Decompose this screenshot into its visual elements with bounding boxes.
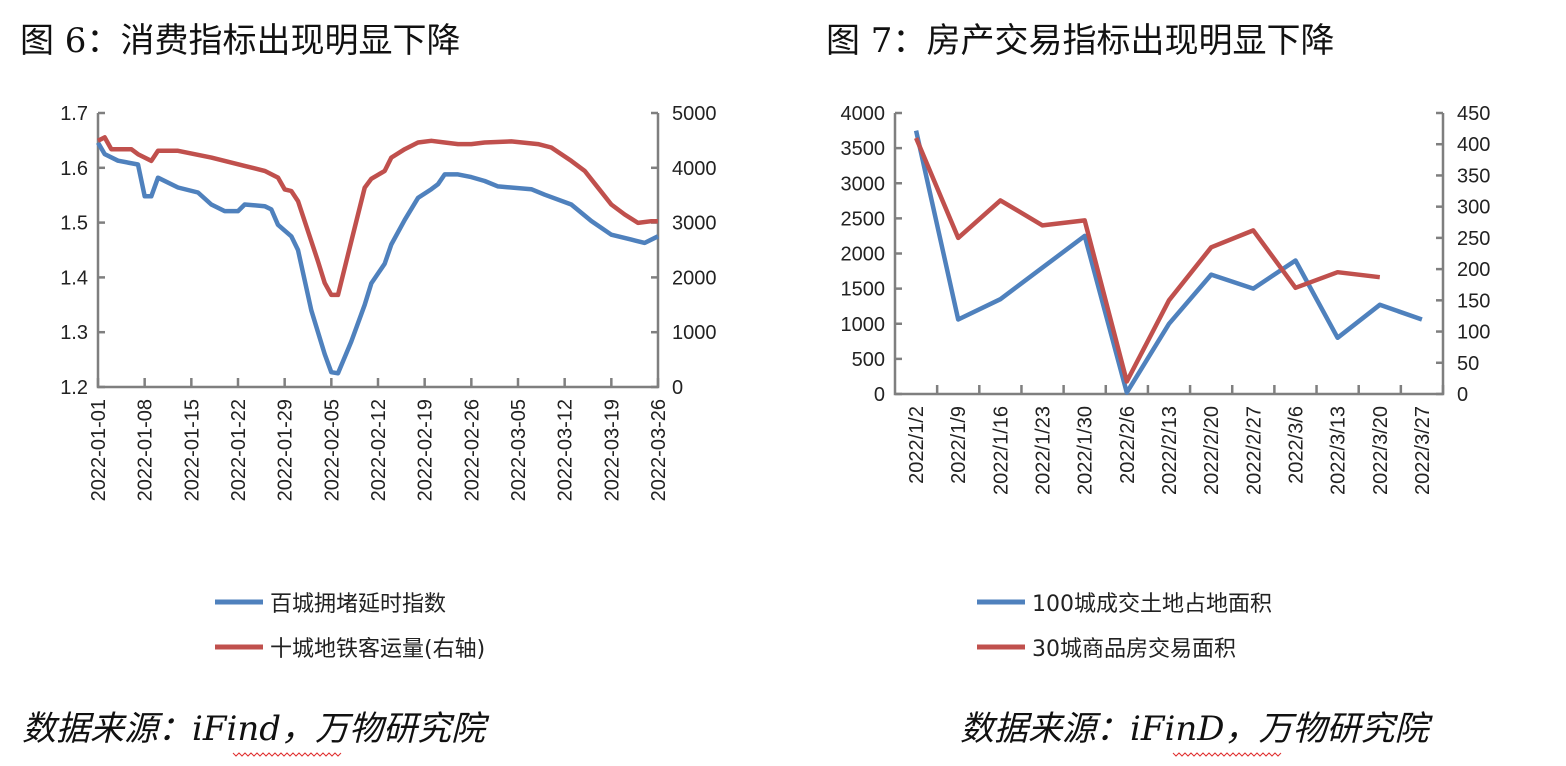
x-tick-label: 2022/3/20	[1370, 406, 1392, 495]
legend-label: 百城拥堵延时指数	[270, 592, 446, 617]
source-note: 数据来源：iFinD，万物研究院	[960, 709, 1433, 749]
y-left-tick-label: 3500	[841, 138, 886, 160]
x-tick-label: 2022-02-19	[415, 399, 437, 501]
y-right-tick-label: 450	[1457, 103, 1490, 125]
legend-label: 100城成交土地占地面积	[1032, 592, 1272, 617]
y-right-tick-label: 400	[1457, 134, 1490, 156]
x-tick-label: 2022-03-05	[508, 399, 530, 501]
y-left-tick-label: 0	[874, 384, 885, 406]
y-left-tick-label: 3000	[841, 173, 886, 195]
y-right-tick-label: 0	[1457, 384, 1468, 406]
chart-7-title: 图 7：房产交易指标出现明显下降	[826, 21, 1334, 61]
y-right-tick-label: 150	[1457, 290, 1490, 312]
chart-6: 1.2 1.3 1.4 1.5 1.6 1.7 0 1000 2000 3000 4000 5000 2…	[60, 103, 716, 662]
x-tick-label: 2022/1/16	[990, 406, 1012, 495]
y-left-tick-label: 4000	[841, 103, 886, 125]
y-right-tick-label: 1000	[672, 322, 717, 344]
legend-label: 十城地铁客运量(右轴)	[270, 637, 485, 662]
x-tick-label: 2022-02-12	[368, 399, 390, 501]
series-line-1	[913, 130, 1423, 395]
spellcheck-underline	[232, 752, 342, 757]
y-right-tick-label: 200	[1457, 259, 1490, 281]
y-left-tick-label: 1.6	[60, 158, 88, 180]
x-tick-label: 2022/1/2	[906, 406, 928, 484]
x-tick-label: 2022-02-05	[321, 399, 343, 501]
x-tick-label: 2022-02-26	[461, 399, 483, 501]
x-tick-label: 2022-01-22	[228, 399, 250, 501]
x-tick-label: 2022/2/6	[1117, 406, 1139, 484]
x-tick-label: 2022/2/20	[1201, 406, 1223, 495]
axis-frame	[96, 113, 660, 389]
y-left-tick-label: 1.3	[60, 322, 88, 344]
spellcheck-underline	[1172, 752, 1282, 757]
y-right-tick-label: 5000	[672, 103, 717, 125]
y-left-tick-label: 500	[852, 349, 885, 371]
x-tick-label: 2022-01-01	[88, 399, 110, 501]
chart-7-source: 数据来源：iFinD，万物研究院	[960, 709, 1433, 757]
x-tick-label: 2022-03-19	[601, 399, 623, 501]
x-tick-label: 2022-03-12	[555, 399, 577, 501]
legend-label: 30城商品房交易面积	[1032, 637, 1236, 662]
y-right-tick-label: 100	[1457, 322, 1490, 344]
y-right-tick-label: 50	[1457, 353, 1479, 375]
x-tick-label: 2022-01-29	[275, 399, 297, 501]
series-line-1	[96, 141, 660, 376]
y-left-tick-label: 1.7	[60, 103, 88, 125]
y-right-tick-label: 250	[1457, 228, 1490, 250]
chart-7: 0 500 1000 1500 2000 2500 3000 3500 4000 0 50 100 15…	[841, 103, 1491, 662]
y-left-tick-label: 1.2	[60, 377, 88, 399]
chart-6-title: 图 6：消费指标出现明显下降	[20, 21, 460, 61]
chart-6-source: 数据来源：iFind，万物研究院	[22, 709, 490, 757]
y-right-tick-label: 0	[672, 377, 683, 399]
y-left-tick-label: 1500	[841, 279, 886, 301]
x-tick-label: 2022/3/27	[1412, 406, 1434, 495]
y-left-tick-label: 1.4	[60, 267, 88, 289]
y-left-tick-label: 2000	[841, 244, 886, 266]
x-tick-label: 2022-01-08	[135, 399, 157, 501]
x-tick-label: 2022-03-26	[648, 399, 670, 501]
series-line-2	[914, 137, 1381, 384]
y-right-tick-label: 350	[1457, 165, 1490, 187]
series-line-2	[96, 135, 658, 298]
y-left-tick-label: 2500	[841, 208, 886, 230]
source-note: 数据来源：iFind，万物研究院	[22, 709, 490, 749]
y-left-tick-label: 1000	[841, 314, 886, 336]
y-left-tick-label: 1.5	[60, 213, 88, 235]
x-tick-label: 2022/2/27	[1243, 406, 1265, 495]
x-tick-label: 2022/1/23	[1033, 406, 1055, 495]
x-tick-label: 2022/1/30	[1075, 406, 1097, 495]
x-tick-label: 2022/3/13	[1328, 406, 1350, 495]
axis-frame	[893, 113, 1445, 396]
y-right-tick-label: 300	[1457, 197, 1490, 219]
x-tick-label: 2022-01-15	[181, 399, 203, 501]
y-right-tick-label: 4000	[672, 158, 717, 180]
y-right-tick-label: 3000	[672, 213, 717, 235]
y-right-tick-label: 2000	[672, 267, 717, 289]
x-tick-label: 2022/3/6	[1285, 406, 1307, 484]
x-tick-label: 2022/1/9	[948, 406, 970, 484]
x-tick-label: 2022/2/13	[1159, 406, 1181, 495]
